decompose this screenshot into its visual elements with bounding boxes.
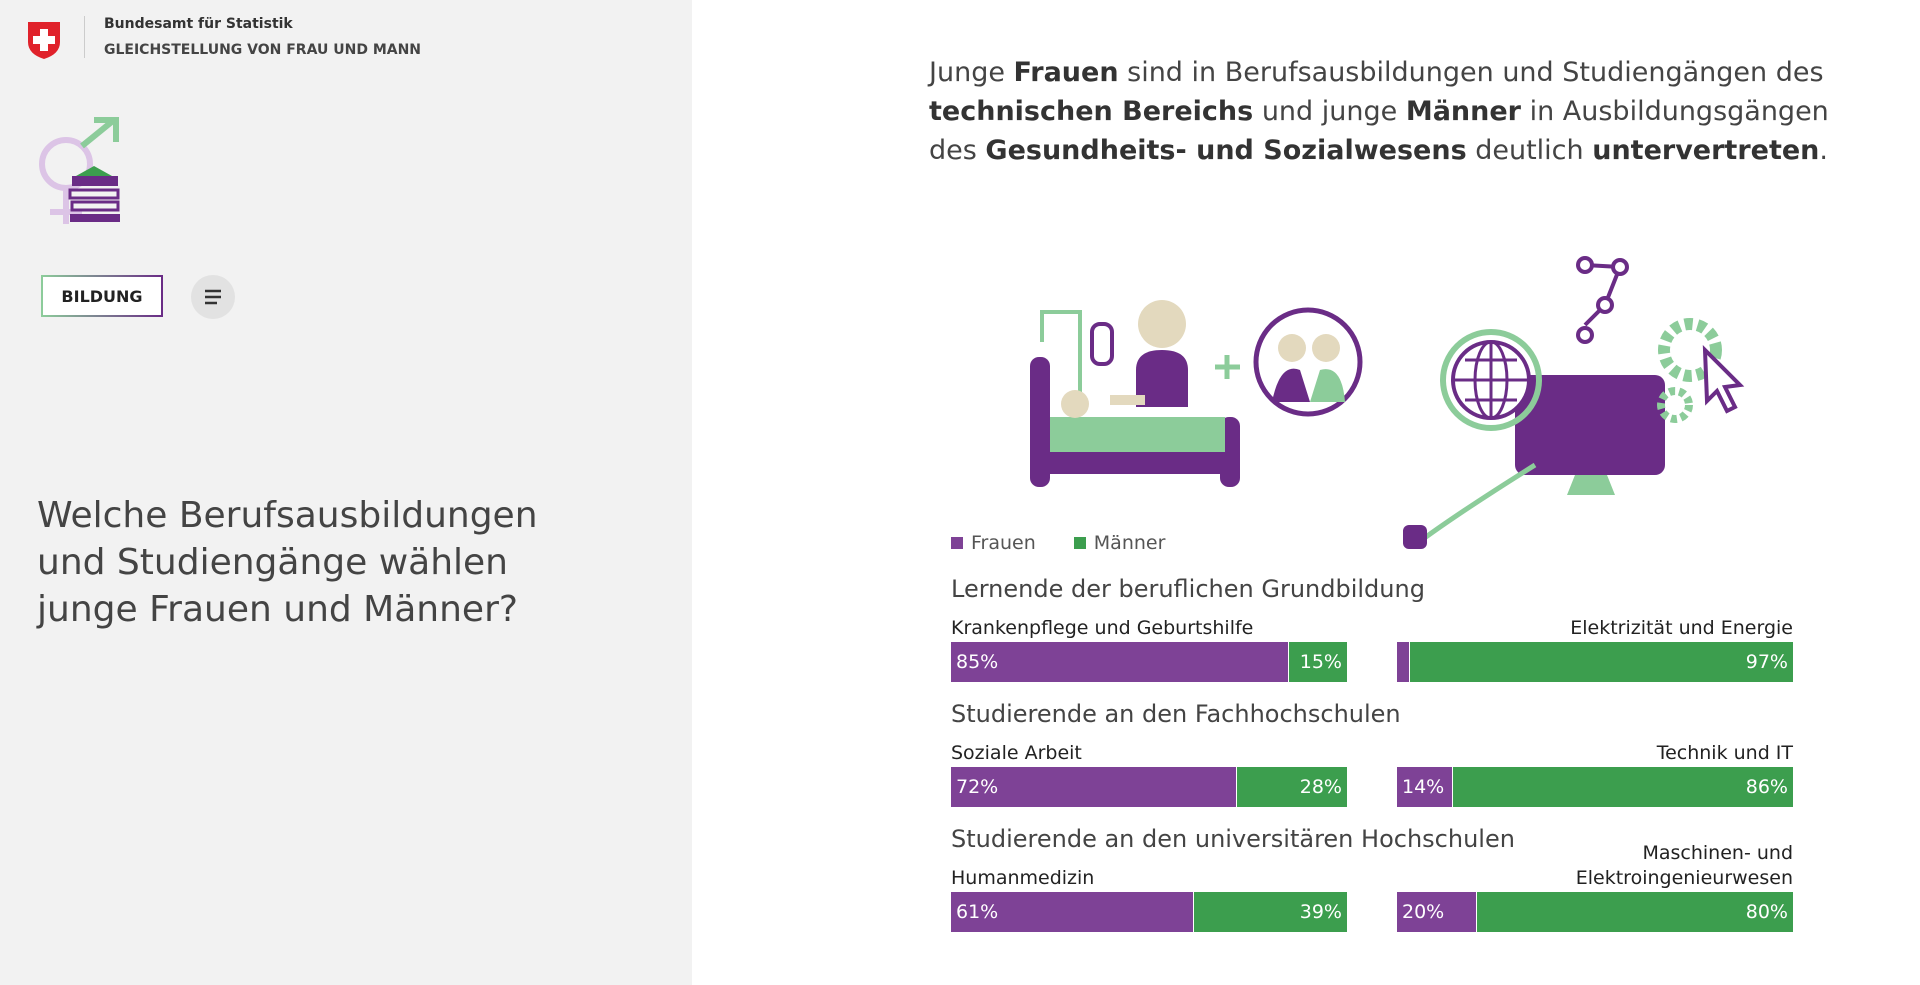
intro-run: und junge xyxy=(1253,96,1406,127)
value-label: 20% xyxy=(1402,901,1445,923)
intro-run: Männer xyxy=(1405,96,1521,127)
value-label: 72% xyxy=(956,776,999,798)
bar-segment: 39% xyxy=(1192,892,1347,932)
legend: Frauen Männer xyxy=(951,532,1165,554)
bar-segment: 14% xyxy=(1397,767,1453,807)
value-label: 85% xyxy=(956,651,999,673)
menu-icon xyxy=(205,289,221,305)
intro-run: sind in Berufsausbildungen und Studiengä… xyxy=(1118,57,1824,88)
group-title: Studierende an den Fachhochschulen xyxy=(951,700,1401,728)
stacked-bar: 72% 28% xyxy=(951,767,1347,807)
legend-swatch xyxy=(1073,537,1086,549)
category-label: Krankenpflege und Geburtshilfe xyxy=(951,617,1254,639)
value-label: 39% xyxy=(1299,901,1342,923)
intro-run: . xyxy=(1819,135,1828,166)
stacked-bar: 97% xyxy=(1397,642,1793,682)
stacked-bar: 20% 80% xyxy=(1397,892,1793,932)
health-illustration xyxy=(1030,300,1363,487)
topic-button[interactable]: BILDUNG xyxy=(41,275,163,317)
value-label: 61% xyxy=(956,901,999,923)
value-label: 28% xyxy=(1299,776,1342,798)
bar-segment: 85% xyxy=(951,642,1288,682)
value-label: 86% xyxy=(1745,776,1788,798)
bar-segment: 15% xyxy=(1287,642,1347,682)
group-title: Lernende der beruflichen Grundbildung xyxy=(951,575,1425,603)
chart-group: Studierende an den universitären Hochsch… xyxy=(951,825,1793,935)
intro-run: Frauen xyxy=(1013,57,1119,88)
legend-swatch xyxy=(951,537,963,549)
intro-run: in Ausbildungsgängen des xyxy=(929,96,1829,166)
menu-button[interactable] xyxy=(191,275,235,319)
intro-text: Junge Frauen sind in Berufsausbildungen … xyxy=(929,53,1859,170)
bar-segment: 97% xyxy=(1408,642,1793,682)
intro-run: deutlich xyxy=(1466,135,1593,166)
stacked-bar: 61% 39% xyxy=(951,892,1347,932)
divider xyxy=(84,16,85,58)
chart-group: Lernende der beruflichen Grundbildung Kra… xyxy=(951,575,1793,685)
value-label: 14% xyxy=(1402,776,1445,798)
legend-item: Männer xyxy=(1073,532,1166,554)
group-title: Studierende an den universitären Hochsch… xyxy=(951,825,1515,853)
category-label: Humanmedizin xyxy=(951,867,1095,889)
value-label: 15% xyxy=(1299,651,1342,673)
agency: Bundesamt für Statistik xyxy=(104,16,293,32)
category-label: Technik und IT xyxy=(1656,742,1793,764)
tech-illustration xyxy=(1403,256,1745,549)
category-label: Elektrizität und Energie xyxy=(1570,617,1793,639)
bar-segment: 72% xyxy=(951,767,1237,807)
value-label: 80% xyxy=(1745,901,1788,923)
value-label: 97% xyxy=(1745,651,1788,673)
bar-segment: 20% xyxy=(1397,892,1477,932)
intro-run: Junge xyxy=(929,57,1014,88)
stacked-bar: 14% 86% xyxy=(1397,767,1793,807)
topic-icon xyxy=(39,117,120,224)
bar-segment: 86% xyxy=(1452,767,1793,807)
bar-segment: 61% xyxy=(951,892,1193,932)
bar-segment: 80% xyxy=(1476,892,1793,932)
intro-run: untervertreten xyxy=(1592,135,1820,166)
bar-segment xyxy=(1397,642,1409,682)
section-title: GLEICHSTELLUNG VON FRAU UND MANN xyxy=(104,42,422,58)
question-heading: Welche Berufsausbildungen und Studiengän… xyxy=(37,495,538,630)
intro-run: Gesundheits- und Sozialwesens xyxy=(985,135,1467,166)
legend-item: Frauen xyxy=(951,532,1036,554)
category-label: Soziale Arbeit xyxy=(951,742,1082,764)
intro-run: technischen Bereichs xyxy=(929,96,1254,127)
stacked-bar: 85% 15% xyxy=(951,642,1347,682)
legend-label: Männer xyxy=(1093,532,1166,554)
legend-label: Frauen xyxy=(971,532,1036,554)
side-panel: Bundesamt für Statistik GLEICHSTELLUNG V… xyxy=(0,0,692,985)
logo xyxy=(28,22,60,59)
chart-group: Studierende an den Fachhochschulen Sozial… xyxy=(951,700,1793,810)
bar-segment: 28% xyxy=(1236,767,1347,807)
category-label: Maschinen- und Elektroingenieurwesen xyxy=(1575,842,1793,889)
